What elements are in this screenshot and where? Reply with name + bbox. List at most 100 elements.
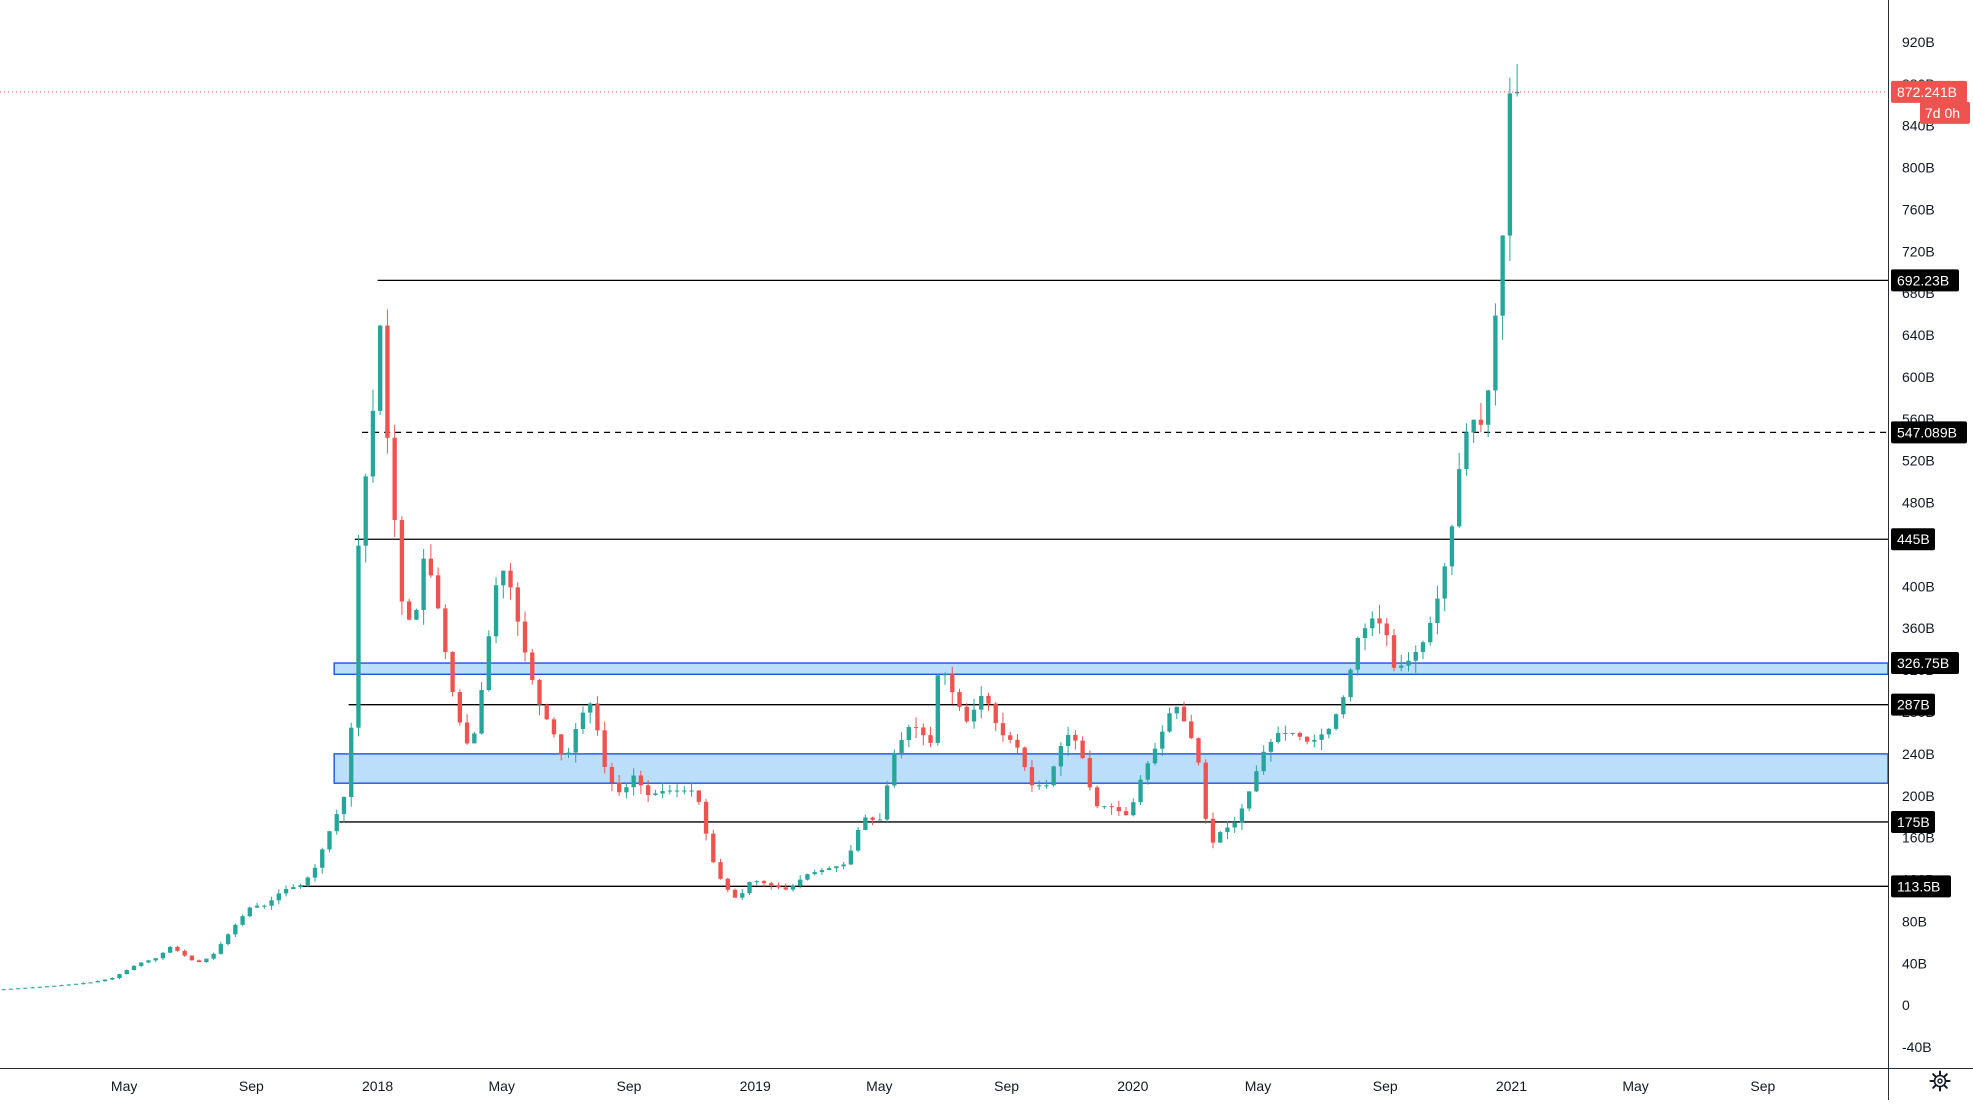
candle-body-147[interactable] bbox=[1065, 734, 1071, 747]
candle-body-140[interactable] bbox=[1015, 739, 1020, 748]
candle-body-115[interactable] bbox=[834, 866, 839, 869]
candle-body-81[interactable] bbox=[588, 703, 593, 713]
candle-body-120[interactable] bbox=[870, 817, 875, 820]
candle-body-169[interactable] bbox=[1225, 827, 1230, 833]
candle-body-158[interactable] bbox=[1145, 763, 1150, 780]
candle-body-69[interactable] bbox=[501, 570, 506, 586]
candle-body-72[interactable] bbox=[522, 621, 528, 653]
candle-body-193[interactable] bbox=[1399, 665, 1404, 668]
candle-body-198[interactable] bbox=[1435, 598, 1440, 623]
candle-body-208[interactable] bbox=[1507, 93, 1513, 236]
candle-body-84[interactable] bbox=[609, 766, 615, 783]
candle-body-79[interactable] bbox=[573, 729, 578, 753]
candle-body-187[interactable] bbox=[1355, 638, 1360, 670]
candle-body-24[interactable] bbox=[175, 946, 180, 951]
candle-body-183[interactable] bbox=[1326, 728, 1332, 735]
candle-body-194[interactable] bbox=[1406, 660, 1411, 666]
candle-body-162[interactable] bbox=[1174, 706, 1179, 714]
candle-body-160[interactable] bbox=[1160, 731, 1165, 749]
candle-body-125[interactable] bbox=[906, 727, 911, 741]
candle-body-204[interactable] bbox=[1478, 419, 1484, 425]
candle-body-138[interactable] bbox=[1000, 723, 1006, 736]
candle-body-161[interactable] bbox=[1167, 713, 1172, 732]
candle-body-178[interactable] bbox=[1290, 732, 1295, 734]
candle-body-64[interactable] bbox=[464, 722, 470, 744]
candle-body-92[interactable] bbox=[667, 790, 673, 792]
candle-body-37[interactable] bbox=[269, 900, 274, 906]
candle-body-53[interactable] bbox=[385, 325, 390, 438]
candle-body-132[interactable] bbox=[957, 692, 962, 707]
candle-body-184[interactable] bbox=[1333, 714, 1339, 729]
candle-body-179[interactable] bbox=[1297, 732, 1303, 737]
candle-body-106[interactable] bbox=[769, 883, 774, 886]
candle-body-52[interactable] bbox=[378, 325, 383, 411]
candle-body-100[interactable] bbox=[725, 878, 730, 890]
candle-body-26[interactable] bbox=[189, 955, 195, 961]
candle-body-35[interactable] bbox=[254, 905, 260, 908]
settings-gear-button[interactable] bbox=[1927, 1068, 1953, 1094]
candle-body-73[interactable] bbox=[530, 652, 535, 680]
candle-body-27[interactable] bbox=[196, 960, 202, 963]
candle-body-172[interactable] bbox=[1247, 791, 1252, 809]
candle-body-122[interactable] bbox=[884, 785, 890, 820]
candle-body-188[interactable] bbox=[1362, 628, 1368, 639]
candle-body-137[interactable] bbox=[993, 703, 998, 724]
candle-body-12[interactable] bbox=[88, 982, 93, 984]
candle-body-190[interactable] bbox=[1377, 618, 1382, 624]
candle-body-117[interactable] bbox=[848, 850, 854, 865]
candle-body-167[interactable] bbox=[1210, 818, 1216, 843]
candle-body-131[interactable] bbox=[950, 674, 955, 693]
candle-body-85[interactable] bbox=[616, 782, 622, 793]
candle-body-2[interactable] bbox=[15, 988, 21, 990]
candle-body-54[interactable] bbox=[392, 437, 397, 521]
candle-body-126[interactable] bbox=[913, 727, 919, 729]
candle-body-177[interactable] bbox=[1283, 732, 1288, 734]
candle-body-68[interactable] bbox=[493, 585, 499, 637]
candle-body-88[interactable] bbox=[638, 775, 644, 786]
candle-body-150[interactable] bbox=[1087, 758, 1093, 788]
candle-body-30[interactable] bbox=[218, 944, 224, 954]
candle-body-31[interactable] bbox=[225, 934, 231, 945]
candle-body-6[interactable] bbox=[44, 986, 50, 988]
candle-body-136[interactable] bbox=[986, 695, 991, 704]
candle-body-90[interactable] bbox=[653, 793, 658, 796]
candle-body-201[interactable] bbox=[1457, 469, 1462, 527]
candle-body-152[interactable] bbox=[1102, 806, 1107, 808]
candle-body-58[interactable] bbox=[421, 558, 426, 610]
candle-body-4[interactable] bbox=[30, 987, 35, 989]
candle-body-199[interactable] bbox=[1442, 566, 1447, 599]
candle-body-175[interactable] bbox=[1268, 742, 1274, 752]
candle-body-145[interactable] bbox=[1051, 766, 1056, 786]
candle-body-22[interactable] bbox=[160, 952, 166, 959]
candle-body-103[interactable] bbox=[747, 881, 752, 894]
candle-body-76[interactable] bbox=[551, 719, 557, 735]
candle-body-45[interactable] bbox=[327, 831, 332, 850]
candle-body-74[interactable] bbox=[537, 679, 542, 705]
candle-body-209[interactable] bbox=[1514, 91, 1520, 94]
candle-body-17[interactable] bbox=[124, 970, 129, 975]
candle-body-149[interactable] bbox=[1080, 740, 1085, 759]
candle-body-170[interactable] bbox=[1232, 822, 1237, 828]
candle-body-124[interactable] bbox=[899, 740, 904, 753]
candle-body-18[interactable] bbox=[131, 965, 137, 971]
candle-body-25[interactable] bbox=[182, 950, 187, 956]
candle-body-13[interactable] bbox=[95, 981, 100, 983]
candle-body-111[interactable] bbox=[805, 874, 810, 880]
candle-body-39[interactable] bbox=[283, 889, 289, 894]
candle-body-19[interactable] bbox=[139, 962, 144, 966]
candle-body-206[interactable] bbox=[1493, 315, 1498, 391]
candle-body-67[interactable] bbox=[486, 636, 491, 691]
candle-body-16[interactable] bbox=[117, 974, 122, 979]
candle-body-48[interactable] bbox=[349, 727, 354, 797]
candle-body-159[interactable] bbox=[1152, 748, 1158, 764]
candle-body-86[interactable] bbox=[624, 787, 629, 793]
candle-body-32[interactable] bbox=[233, 924, 238, 935]
candle-body-119[interactable] bbox=[863, 817, 868, 830]
candle-body-112[interactable] bbox=[812, 872, 817, 875]
candle-body-40[interactable] bbox=[291, 887, 296, 890]
candle-body-57[interactable] bbox=[414, 609, 419, 620]
candle-body-99[interactable] bbox=[718, 862, 723, 879]
candle-body-51[interactable] bbox=[370, 410, 376, 477]
candle-body-196[interactable] bbox=[1420, 642, 1426, 652]
